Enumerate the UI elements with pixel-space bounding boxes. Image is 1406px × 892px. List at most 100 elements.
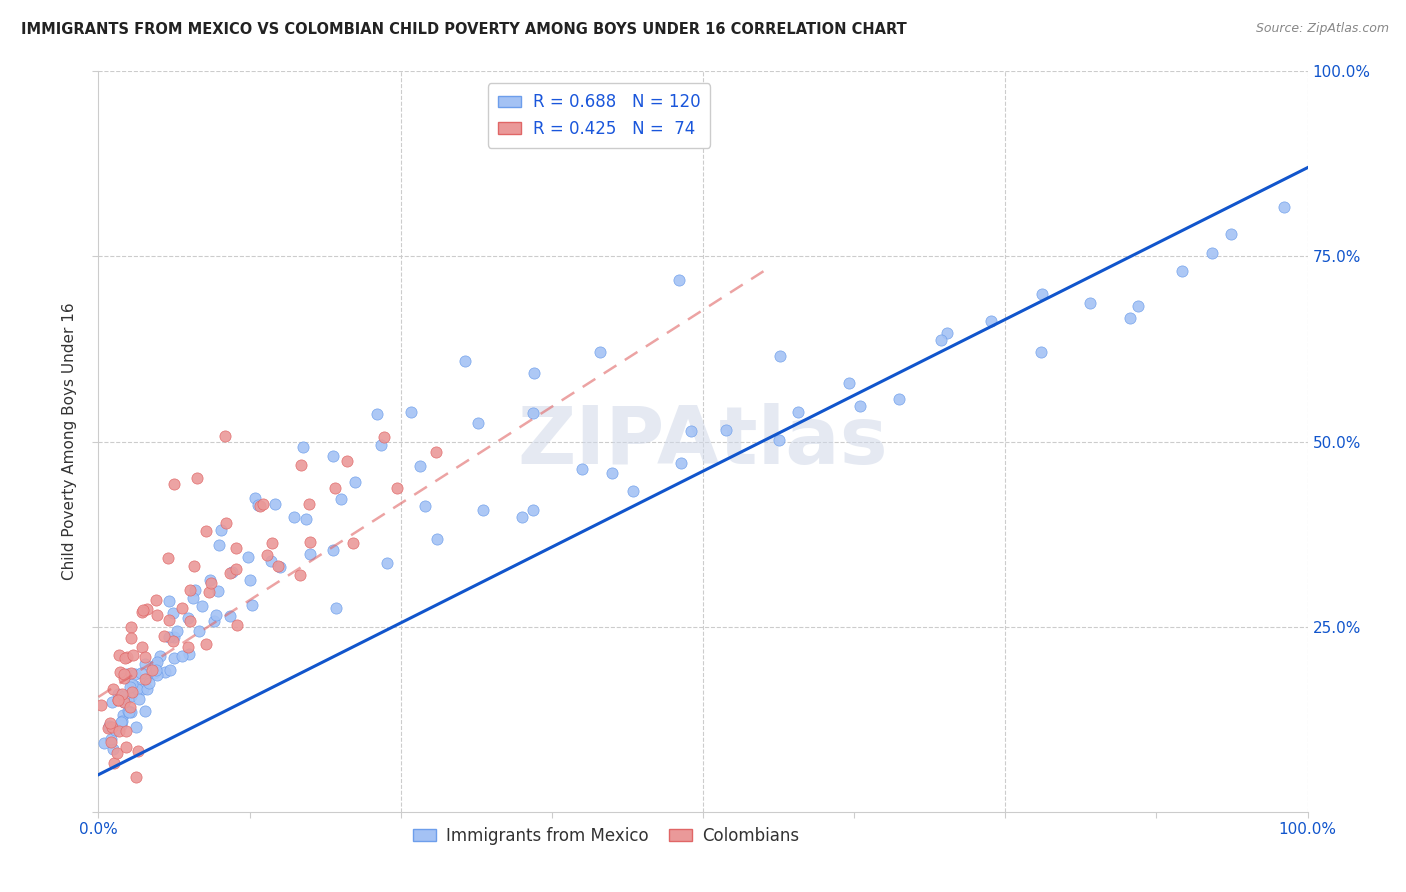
- Point: [100, 720, 122, 734]
- Point: [207, 583, 229, 598]
- Point: [295, 512, 318, 526]
- Point: [107, 687, 129, 701]
- Point: [120, 620, 142, 634]
- Point: [114, 723, 136, 738]
- Point: [132, 681, 155, 696]
- Point: [218, 608, 240, 623]
- Point: [187, 624, 209, 638]
- Point: [523, 366, 546, 380]
- Point: [260, 554, 283, 568]
- Point: [120, 700, 142, 714]
- Point: [146, 667, 169, 681]
- Point: [98, 720, 121, 734]
- Point: [571, 462, 593, 476]
- Point: [929, 333, 952, 347]
- Point: [322, 449, 344, 463]
- Point: [124, 666, 146, 681]
- Point: [156, 550, 179, 565]
- Point: [100, 695, 122, 709]
- Point: [246, 499, 269, 513]
- Point: [163, 630, 186, 644]
- Point: [1031, 286, 1053, 301]
- Point: [768, 433, 790, 447]
- Point: [370, 438, 392, 452]
- Point: [214, 429, 236, 443]
- Point: [120, 689, 142, 703]
- Point: [145, 608, 167, 623]
- Point: [935, 326, 957, 340]
- Text: ZIPAtlas: ZIPAtlas: [517, 402, 889, 481]
- Point: [121, 677, 143, 691]
- Point: [162, 634, 184, 648]
- Point: [177, 640, 200, 654]
- Point: [120, 680, 142, 694]
- Point: [343, 475, 366, 489]
- Point: [385, 481, 408, 495]
- Point: [413, 499, 436, 513]
- Point: [149, 649, 172, 664]
- Point: [1220, 227, 1243, 241]
- Point: [163, 651, 186, 665]
- Point: [267, 559, 290, 574]
- Point: [600, 466, 623, 480]
- Point: [134, 657, 156, 671]
- Point: [472, 502, 495, 516]
- Point: [325, 601, 347, 615]
- Point: [838, 376, 860, 390]
- Point: [1080, 296, 1102, 310]
- Point: [110, 715, 132, 730]
- Point: [141, 663, 163, 677]
- Point: [239, 573, 262, 587]
- Point: [522, 503, 544, 517]
- Point: [589, 345, 612, 359]
- Point: [100, 735, 122, 749]
- Point: [108, 724, 131, 739]
- Point: [225, 541, 247, 555]
- Point: [105, 746, 128, 760]
- Point: [191, 599, 214, 614]
- Point: [179, 648, 201, 662]
- Point: [252, 496, 274, 510]
- Point: [103, 756, 125, 770]
- Point: [290, 568, 312, 582]
- Point: [153, 665, 176, 680]
- Point: [208, 538, 231, 552]
- Point: [291, 440, 314, 454]
- Point: [236, 549, 259, 564]
- Point: [262, 535, 284, 549]
- Point: [112, 695, 135, 709]
- Point: [93, 736, 115, 750]
- Point: [467, 416, 489, 430]
- Point: [202, 615, 225, 629]
- Point: [114, 671, 136, 685]
- Point: [125, 681, 148, 696]
- Point: [107, 692, 129, 706]
- Point: [264, 497, 287, 511]
- Point: [195, 524, 218, 539]
- Point: [980, 314, 1002, 328]
- Point: [127, 744, 149, 758]
- Point: [454, 354, 477, 368]
- Point: [249, 500, 271, 514]
- Point: [101, 741, 124, 756]
- Point: [145, 593, 167, 607]
- Point: [121, 685, 143, 699]
- Point: [256, 548, 278, 562]
- Point: [111, 707, 134, 722]
- Point: [108, 665, 131, 679]
- Point: [162, 476, 184, 491]
- Point: [243, 491, 266, 506]
- Point: [215, 516, 238, 530]
- Point: [522, 406, 544, 420]
- Point: [108, 648, 131, 662]
- Point: [298, 534, 321, 549]
- Point: [1201, 245, 1223, 260]
- Point: [120, 705, 142, 719]
- Point: [117, 667, 139, 681]
- Point: [97, 721, 120, 735]
- Point: [225, 617, 247, 632]
- Point: [157, 594, 180, 608]
- Legend: Immigrants from Mexico, Colombians: Immigrants from Mexico, Colombians: [406, 820, 806, 852]
- Point: [134, 649, 156, 664]
- Point: [101, 682, 124, 697]
